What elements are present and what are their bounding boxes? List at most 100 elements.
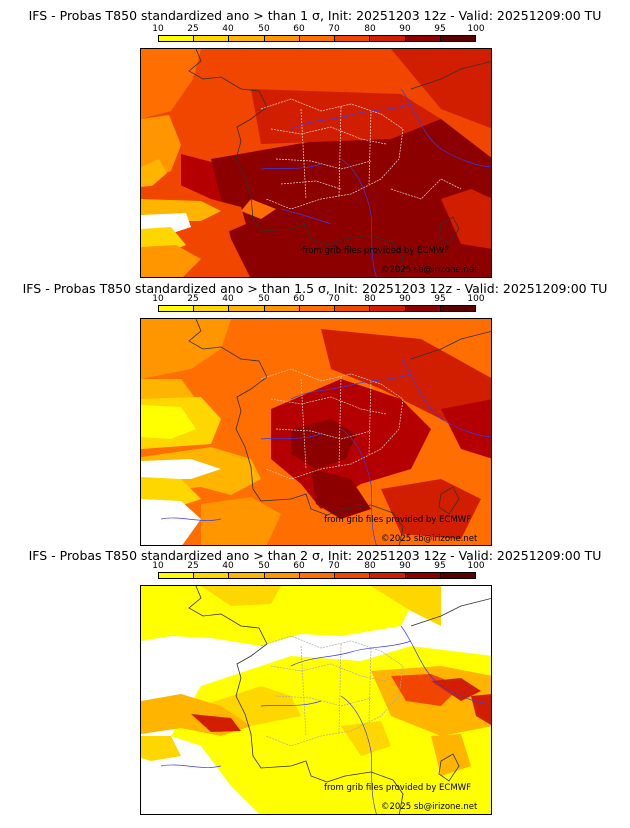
legend-tick: 50 xyxy=(258,561,270,571)
rivers xyxy=(160,358,491,545)
panel-1-credit-source: from grib files provided by ECMWF xyxy=(302,246,449,256)
legend-swatch xyxy=(194,573,230,578)
field-zone xyxy=(141,459,221,479)
coastlines xyxy=(188,586,491,814)
legend-swatch xyxy=(335,36,371,41)
legend-swatch xyxy=(264,36,300,41)
legend-swatch xyxy=(299,573,336,578)
field-zone xyxy=(241,199,276,219)
legend-tick: 90 xyxy=(399,24,411,34)
field-zone xyxy=(141,736,181,761)
legend-swatch xyxy=(229,36,265,41)
region-borders xyxy=(260,635,404,747)
probability-field xyxy=(141,586,491,814)
region-borders xyxy=(260,368,404,480)
legend-swatch xyxy=(299,36,336,41)
field-zone xyxy=(431,678,481,701)
panel-1-map xyxy=(140,48,492,278)
legend-swatch xyxy=(194,36,230,41)
field-zone xyxy=(391,49,491,129)
legend-tick: 90 xyxy=(399,561,411,571)
legend-swatch xyxy=(440,36,475,41)
legend-tick: 100 xyxy=(467,561,485,571)
panel-2-legend: 10 25 40 50 60 70 80 90 95 100 xyxy=(152,294,485,312)
field-zone xyxy=(311,469,371,519)
field-zone xyxy=(381,479,481,539)
legend-swatch xyxy=(370,36,406,41)
field-zone xyxy=(141,159,167,189)
panel-3-legend: 10 25 40 50 60 70 80 90 95 100 xyxy=(152,561,485,579)
probability-field xyxy=(141,319,491,545)
panel-1-legend: 10 25 40 50 60 70 80 90 95 100 xyxy=(152,24,485,42)
rivers xyxy=(260,88,491,277)
legend-swatch xyxy=(229,306,265,311)
coastlines xyxy=(188,49,491,277)
legend-tick: 80 xyxy=(364,294,376,304)
field-zone xyxy=(141,49,201,119)
legend-tick: 10 xyxy=(152,294,164,304)
field-zone xyxy=(201,497,281,545)
legend-tick: 60 xyxy=(293,561,305,571)
legend-swatch xyxy=(405,36,441,41)
field-zone xyxy=(441,189,491,249)
legend-swatch xyxy=(405,306,441,311)
field-zone xyxy=(141,245,201,277)
legend-tick: 25 xyxy=(187,294,199,304)
legend-swatch xyxy=(194,306,230,311)
legend-tick: 10 xyxy=(152,24,164,34)
legend-swatch xyxy=(405,573,441,578)
legend-tick: 60 xyxy=(293,294,305,304)
panel-3-credit-source: from grib files provided by ECMWF xyxy=(324,783,471,793)
legend-swatch xyxy=(159,573,195,578)
panel-2-title: IFS - Probas T850 standardized ano > tha… xyxy=(22,281,608,296)
field-zone xyxy=(471,694,491,725)
legend-tick: 50 xyxy=(258,24,270,34)
field-zone xyxy=(441,586,491,666)
legend-swatch xyxy=(370,306,406,311)
legend-tick: 70 xyxy=(328,294,340,304)
legend-tick: 95 xyxy=(434,24,446,34)
legend-ticks: 10 25 40 50 60 70 80 90 95 100 xyxy=(152,294,484,304)
panel-3-credit-copyright: ©2025 sb@irizone.net xyxy=(381,802,478,812)
legend-ticks: 10 25 40 50 60 70 80 90 95 100 xyxy=(152,561,484,571)
legend-swatch xyxy=(440,306,475,311)
legend-swatch xyxy=(159,306,195,311)
legend-tick: 100 xyxy=(467,294,485,304)
legend-tick: 100 xyxy=(467,24,485,34)
field-zone xyxy=(141,499,201,545)
legend-tick: 95 xyxy=(434,294,446,304)
legend-tick: 95 xyxy=(434,561,446,571)
legend-tick: 70 xyxy=(328,24,340,34)
legend-colorbar xyxy=(158,35,476,42)
legend-swatch xyxy=(440,573,475,578)
panel-1-credit-copyright: ©2025 sb@irizone.net xyxy=(381,265,478,275)
probability-field xyxy=(141,49,491,277)
legend-tick: 40 xyxy=(222,294,234,304)
legend-tick: 80 xyxy=(364,24,376,34)
legend-swatch xyxy=(370,573,406,578)
legend-swatch xyxy=(229,573,265,578)
legend-swatch xyxy=(299,306,336,311)
legend-colorbar xyxy=(158,572,476,579)
coastlines xyxy=(188,319,491,545)
panel-3-map xyxy=(140,585,492,815)
legend-swatch xyxy=(335,573,371,578)
legend-tick: 80 xyxy=(364,561,376,571)
legend-swatch xyxy=(335,306,371,311)
legend-tick: 25 xyxy=(187,561,199,571)
legend-ticks: 10 25 40 50 60 70 80 90 95 100 xyxy=(152,24,484,34)
legend-colorbar xyxy=(158,305,476,312)
field-zone xyxy=(191,714,241,732)
panel-2-credit-copyright: ©2025 sb@irizone.net xyxy=(381,534,478,544)
legend-tick: 60 xyxy=(293,24,305,34)
legend-tick: 70 xyxy=(328,561,340,571)
field-zone xyxy=(211,119,491,277)
panel-3-title: IFS - Probas T850 standardized ano > tha… xyxy=(28,548,602,563)
field-zone xyxy=(141,405,196,439)
field-zone xyxy=(141,319,231,379)
legend-tick: 90 xyxy=(399,294,411,304)
legend-tick: 40 xyxy=(222,561,234,571)
field-zone xyxy=(371,586,461,626)
field-zone xyxy=(141,586,411,646)
field-zone xyxy=(441,399,491,459)
